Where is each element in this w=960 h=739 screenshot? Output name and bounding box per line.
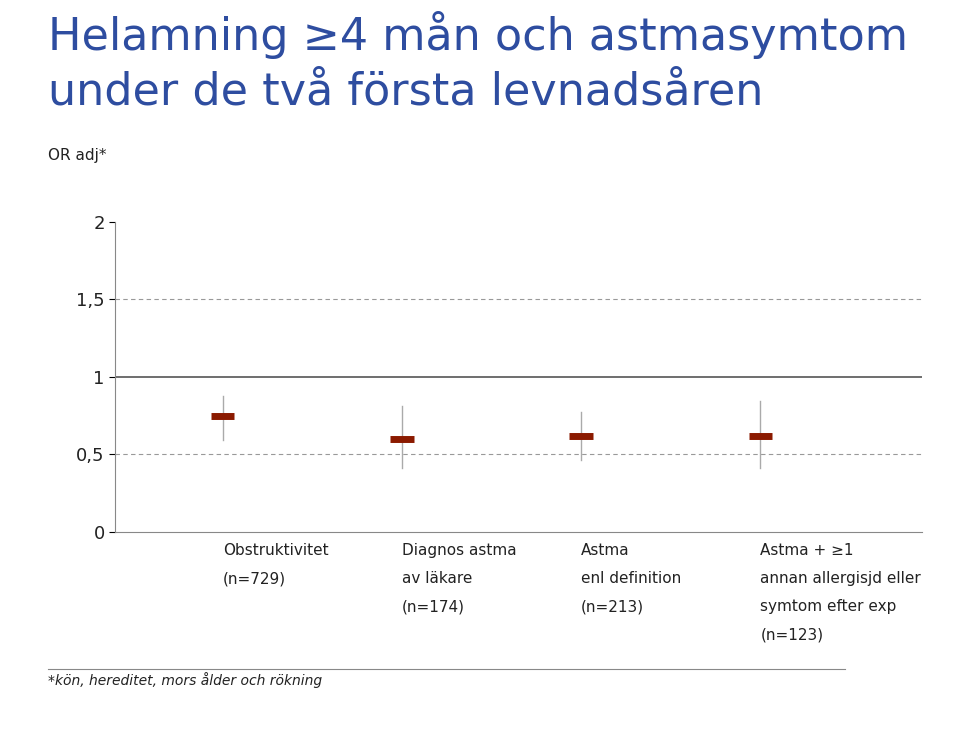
Text: annan allergisjd eller: annan allergisjd eller [760, 571, 921, 586]
Text: (n=123): (n=123) [760, 627, 824, 642]
Text: *kön, hereditet, mors ålder och rökning: *kön, hereditet, mors ålder och rökning [48, 672, 323, 689]
Text: Helamning ≥4 mån och astmasymtom: Helamning ≥4 mån och astmasymtom [48, 11, 908, 59]
Text: Astma: Astma [581, 543, 630, 558]
Text: Diagnos astma: Diagnos astma [402, 543, 516, 558]
Text: (n=174): (n=174) [402, 599, 465, 614]
Text: under de två första levnadsåren: under de två första levnadsåren [48, 70, 763, 113]
Text: av läkare: av läkare [402, 571, 472, 586]
Text: symtom efter exp: symtom efter exp [760, 599, 897, 614]
Text: enl definition: enl definition [581, 571, 682, 586]
Text: OR adj*: OR adj* [48, 148, 107, 163]
Text: (n=213): (n=213) [581, 599, 644, 614]
Text: Obstruktivitet: Obstruktivitet [223, 543, 328, 558]
Text: (n=729): (n=729) [223, 571, 286, 586]
Text: Astma + ≥1: Astma + ≥1 [760, 543, 853, 558]
